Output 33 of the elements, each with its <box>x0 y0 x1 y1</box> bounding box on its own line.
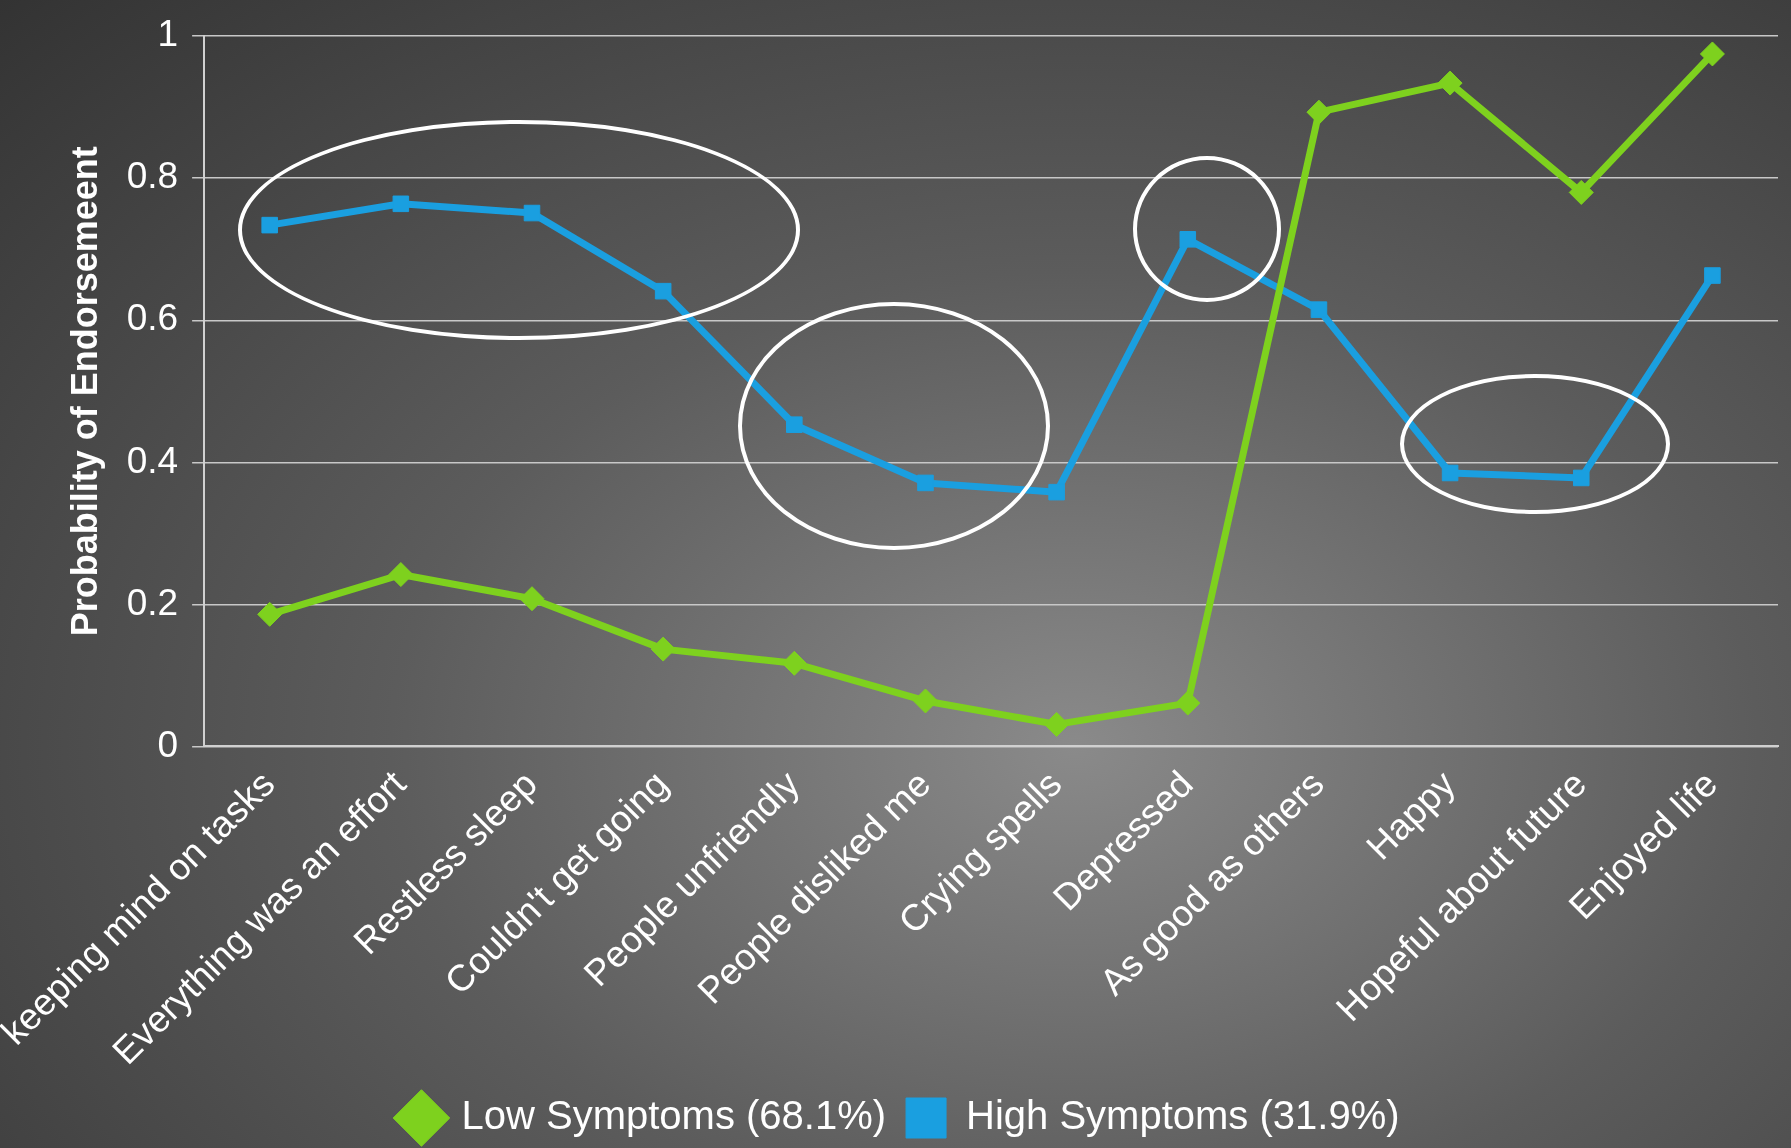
point <box>257 601 283 627</box>
y-tick-label: 0 <box>157 723 179 765</box>
y-tick-label: 0.8 <box>126 155 179 197</box>
y-tick-label: 0.2 <box>126 581 179 623</box>
y-tick-label: 0.6 <box>126 297 179 339</box>
point <box>917 474 934 492</box>
point <box>388 562 414 588</box>
y-tick-label: 1 <box>157 13 179 55</box>
legend-label: Low Symptoms (68.1%) <box>461 1093 887 1138</box>
y-tick-label: 0.4 <box>126 439 179 481</box>
legend-label: High Symptoms (31.9%) <box>966 1093 1400 1138</box>
point <box>1568 179 1594 205</box>
point <box>1704 267 1721 284</box>
point <box>1179 231 1197 248</box>
y-axis-title: Probability of Endorsemeent <box>63 146 105 637</box>
point <box>1437 70 1463 96</box>
point <box>261 216 278 234</box>
point <box>1306 99 1332 125</box>
point <box>1699 41 1725 67</box>
point <box>392 195 410 213</box>
point <box>1441 464 1459 482</box>
point <box>1175 690 1201 716</box>
point <box>786 416 803 433</box>
point <box>781 650 807 676</box>
point <box>519 586 545 612</box>
point <box>1572 469 1590 487</box>
point <box>650 636 676 662</box>
point <box>1048 483 1065 501</box>
point <box>912 688 938 714</box>
point <box>1044 711 1070 737</box>
point <box>1310 301 1328 318</box>
point <box>523 204 541 222</box>
point <box>654 282 672 300</box>
